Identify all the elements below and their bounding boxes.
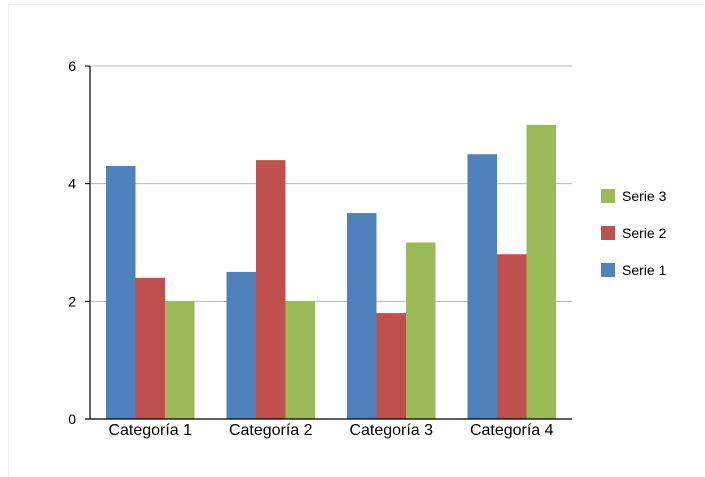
y-tick-labels: 0 2 4 6	[68, 58, 76, 427]
x-category-label-3: Categoría 3	[349, 422, 433, 439]
axes	[85, 65, 572, 420]
x-category-label-1: Categoría 1	[108, 422, 192, 439]
bars	[106, 124, 556, 419]
y-tick-label-6: 6	[68, 58, 76, 74]
x-category-label-4: Categoría 4	[470, 422, 554, 439]
bar-serie-1-cat-2	[226, 271, 256, 419]
legend-label-serie-2: Serie 2	[622, 225, 667, 241]
x-category-label-2: Categoría 2	[229, 422, 313, 439]
legend-swatch-serie-2	[601, 226, 615, 240]
legend-label-serie-3: Serie 3	[622, 188, 667, 204]
x-category-labels: Categoría 1 Categoría 2 Categoría 3 Categor…	[108, 422, 553, 439]
y-tick-label-2: 2	[68, 293, 76, 309]
bar-serie-1-cat-4	[467, 154, 497, 419]
bar-serie-2-cat-3	[376, 313, 406, 419]
bar-serie-1-cat-1	[106, 166, 136, 419]
bar-serie-3-cat-1	[165, 301, 195, 419]
bar-serie-1-cat-3	[347, 213, 377, 419]
bar-serie-2-cat-1	[135, 277, 165, 419]
y-tick-label-4: 4	[68, 176, 76, 192]
bar-serie-3-cat-3	[406, 242, 436, 419]
legend: Serie 3 Serie 2 Serie 1	[601, 188, 667, 278]
y-tick-label-0: 0	[68, 411, 76, 427]
legend-label-serie-1: Serie 1	[622, 262, 667, 278]
bar-serie-3-cat-2	[285, 301, 315, 419]
bar-serie-3-cat-4	[526, 124, 556, 419]
legend-swatch-serie-3	[601, 189, 615, 203]
bar-serie-2-cat-2	[256, 160, 286, 419]
legend-swatch-serie-1	[601, 263, 615, 277]
bar-serie-2-cat-4	[497, 254, 527, 419]
